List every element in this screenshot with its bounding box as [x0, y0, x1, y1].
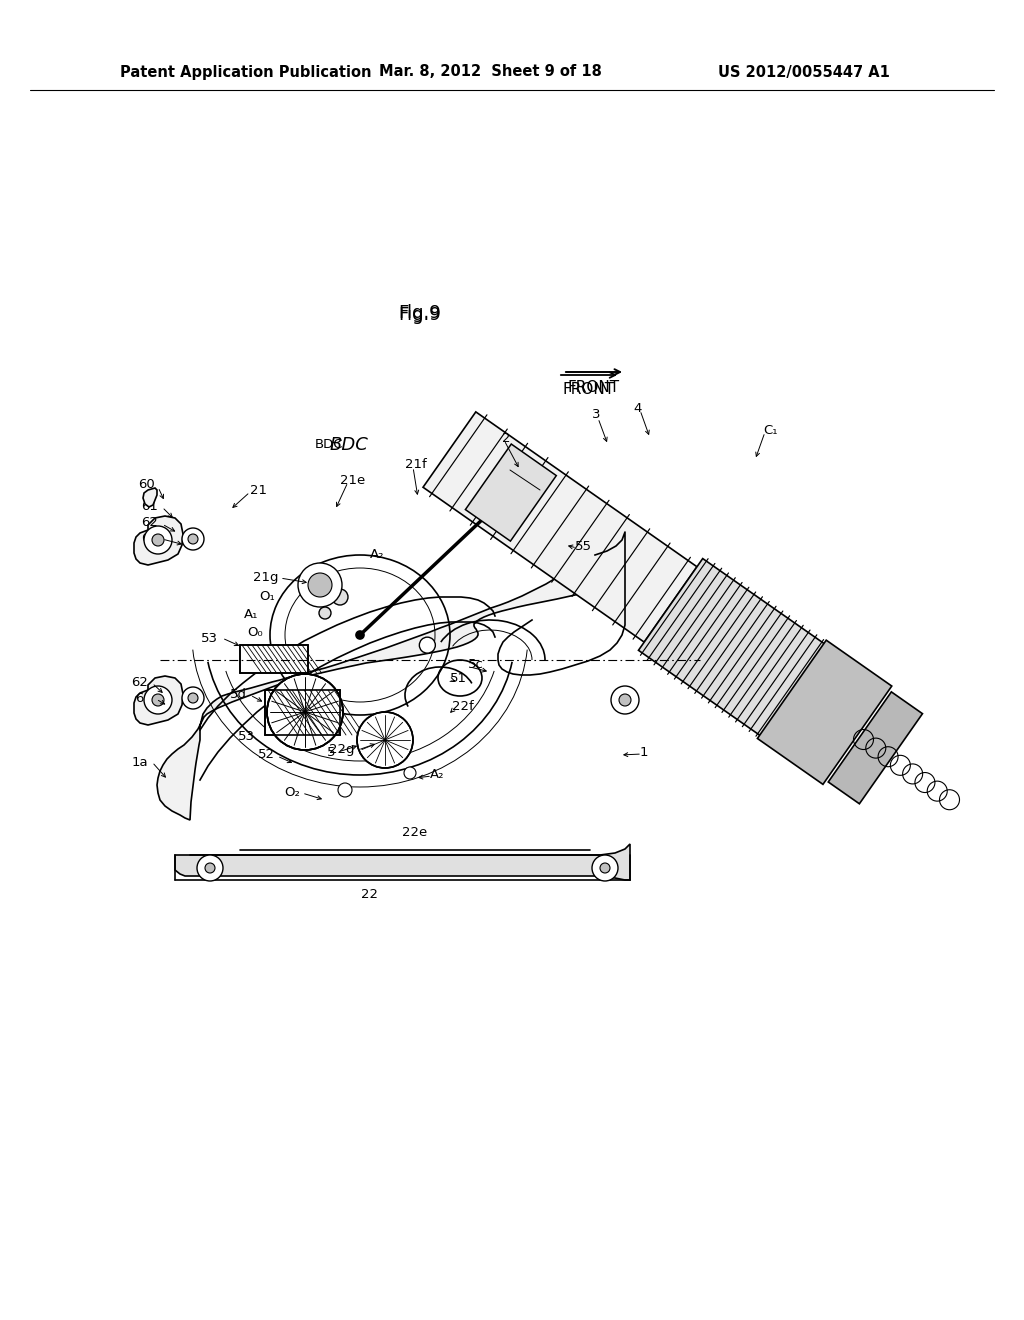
Text: Mar. 8, 2012  Sheet 9 of 18: Mar. 8, 2012 Sheet 9 of 18: [379, 65, 601, 79]
Circle shape: [357, 711, 413, 768]
Text: 1: 1: [640, 747, 648, 759]
Text: 5c: 5c: [468, 659, 484, 672]
Circle shape: [152, 694, 164, 706]
Polygon shape: [423, 412, 697, 642]
Polygon shape: [134, 676, 183, 725]
Circle shape: [592, 855, 618, 880]
Polygon shape: [639, 558, 825, 737]
Circle shape: [188, 535, 198, 544]
FancyBboxPatch shape: [240, 645, 308, 673]
Text: 22g: 22g: [330, 743, 355, 756]
Text: C₁: C₁: [763, 424, 777, 437]
Circle shape: [618, 694, 631, 706]
Text: Fig.9: Fig.9: [398, 304, 441, 322]
Polygon shape: [175, 843, 630, 880]
Circle shape: [404, 767, 416, 779]
Polygon shape: [465, 444, 556, 541]
Text: O₁: O₁: [259, 590, 275, 603]
Text: A₁: A₁: [244, 607, 258, 620]
Circle shape: [600, 863, 610, 873]
Circle shape: [182, 686, 204, 709]
Circle shape: [197, 855, 223, 880]
Text: 61: 61: [141, 500, 158, 513]
Polygon shape: [828, 692, 923, 804]
Text: 60: 60: [138, 479, 155, 491]
Text: 53: 53: [201, 631, 218, 644]
Circle shape: [144, 525, 172, 554]
Text: 21g: 21g: [253, 572, 278, 585]
FancyBboxPatch shape: [265, 690, 340, 735]
Text: Fig.9: Fig.9: [398, 306, 441, 323]
Circle shape: [319, 607, 331, 619]
Text: 62: 62: [141, 516, 158, 529]
Text: 22e: 22e: [402, 826, 428, 840]
Text: 5d: 5d: [230, 689, 247, 701]
Text: A₂: A₂: [430, 767, 444, 780]
Circle shape: [144, 686, 172, 714]
Polygon shape: [157, 553, 595, 820]
Circle shape: [298, 564, 342, 607]
Text: FRONT: FRONT: [563, 383, 615, 397]
Polygon shape: [134, 516, 183, 565]
Text: 22: 22: [361, 888, 379, 902]
Text: 3: 3: [592, 408, 600, 421]
Text: Patent Application Publication: Patent Application Publication: [120, 65, 372, 79]
Text: 5: 5: [327, 746, 335, 759]
Text: 51: 51: [450, 672, 467, 685]
Circle shape: [267, 675, 343, 750]
Circle shape: [611, 686, 639, 714]
Text: A₂: A₂: [370, 549, 384, 561]
Circle shape: [188, 693, 198, 704]
Text: 21: 21: [250, 483, 267, 496]
Text: 4: 4: [634, 401, 642, 414]
Circle shape: [182, 528, 204, 550]
Text: O₂: O₂: [284, 787, 300, 800]
Text: 22f: 22f: [452, 701, 474, 714]
Text: 63: 63: [141, 532, 158, 544]
Text: 61: 61: [135, 692, 152, 705]
Text: 55: 55: [575, 540, 592, 553]
Text: 2: 2: [502, 432, 511, 445]
Text: 1a: 1a: [131, 755, 148, 768]
Text: US 2012/0055447 A1: US 2012/0055447 A1: [718, 65, 890, 79]
Text: 21e: 21e: [340, 474, 366, 487]
Text: 52: 52: [258, 748, 275, 762]
Text: 21f: 21f: [406, 458, 427, 471]
Polygon shape: [143, 488, 157, 507]
Text: FRONT: FRONT: [568, 380, 621, 396]
Circle shape: [338, 783, 352, 797]
Text: BDC: BDC: [330, 436, 369, 454]
Circle shape: [356, 631, 364, 639]
Polygon shape: [758, 640, 892, 784]
Circle shape: [152, 535, 164, 546]
Circle shape: [205, 863, 215, 873]
Circle shape: [332, 589, 348, 605]
Circle shape: [420, 638, 435, 653]
Text: BDC: BDC: [315, 438, 343, 451]
Text: 53: 53: [238, 730, 255, 742]
Circle shape: [308, 573, 332, 597]
Text: 62: 62: [131, 676, 148, 689]
Text: O₀: O₀: [247, 626, 263, 639]
